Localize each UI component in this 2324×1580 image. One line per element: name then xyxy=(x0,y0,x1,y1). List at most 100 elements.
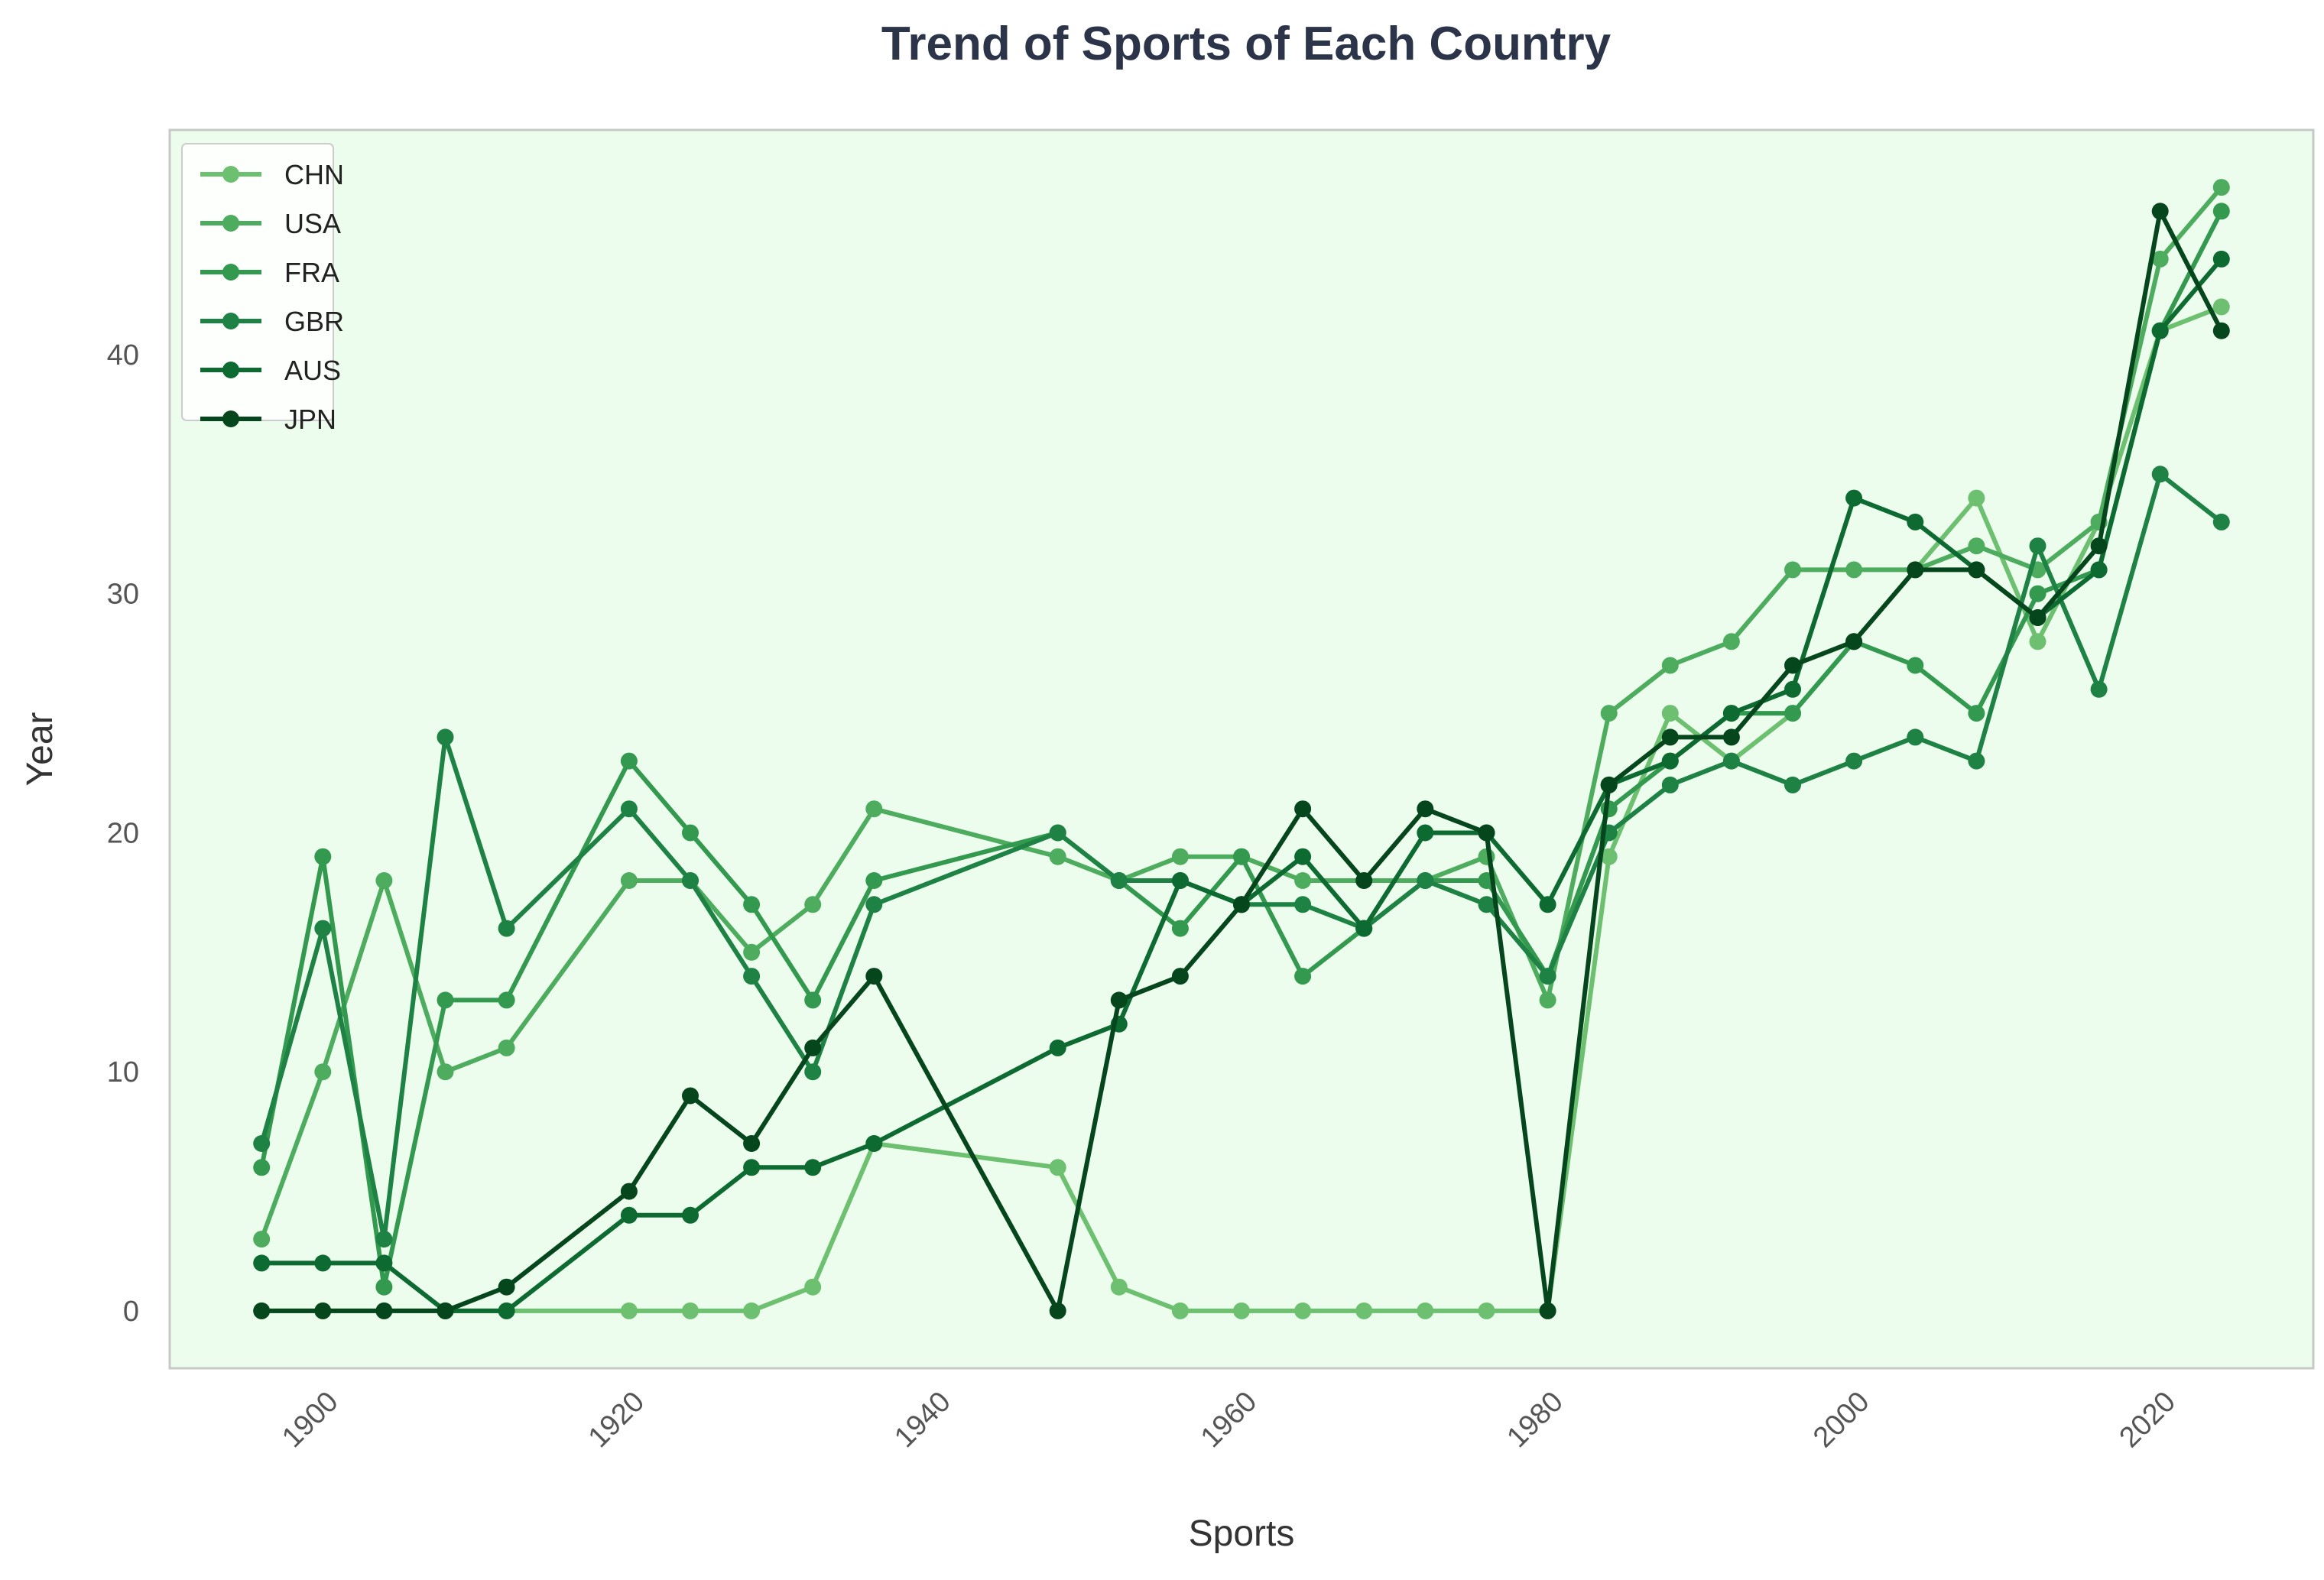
data-point xyxy=(743,1302,761,1319)
legend-label: USA xyxy=(284,208,341,239)
y-tick-label: 0 xyxy=(123,1296,139,1328)
data-point xyxy=(682,824,699,842)
data-point xyxy=(1478,1302,1495,1319)
data-point xyxy=(2151,322,2169,339)
data-point xyxy=(1049,1039,1066,1056)
data-point xyxy=(437,1063,454,1081)
data-point xyxy=(2212,179,2230,196)
data-point xyxy=(682,1206,699,1224)
data-point xyxy=(1784,657,1801,674)
data-point xyxy=(1049,824,1066,842)
data-point xyxy=(1600,705,1618,722)
data-point xyxy=(1233,896,1250,913)
data-point xyxy=(498,1302,515,1319)
data-point xyxy=(314,920,332,937)
data-point xyxy=(2090,561,2108,579)
legend-swatch-marker xyxy=(222,264,239,281)
data-point xyxy=(1968,561,1985,579)
data-point xyxy=(1171,968,1189,985)
data-point xyxy=(620,752,638,770)
data-point xyxy=(620,800,638,818)
data-point xyxy=(375,1278,393,1296)
y-axis-ticks: 0 10 20 30 40 xyxy=(107,339,139,1328)
data-point xyxy=(314,1063,332,1081)
data-point xyxy=(314,1254,332,1272)
series-layer xyxy=(253,179,2230,1319)
data-point xyxy=(1417,800,1434,818)
data-point xyxy=(314,848,332,865)
data-point xyxy=(1294,800,1312,818)
data-point xyxy=(1110,991,1128,1009)
data-point xyxy=(1600,848,1618,865)
data-point xyxy=(1294,848,1312,865)
data-point xyxy=(1110,1278,1128,1296)
data-point xyxy=(314,1302,332,1319)
data-point xyxy=(2212,298,2230,316)
data-point xyxy=(1722,728,1740,746)
data-point xyxy=(1171,848,1189,865)
data-point xyxy=(2151,250,2169,268)
data-point xyxy=(1722,633,1740,650)
legend-swatch-marker xyxy=(222,410,239,427)
data-point xyxy=(620,1183,638,1200)
legend-swatch-marker xyxy=(222,362,239,378)
series-jpn xyxy=(253,203,2230,1319)
data-point xyxy=(1845,752,1863,770)
data-point xyxy=(375,872,393,889)
data-point xyxy=(1661,705,1679,722)
data-point xyxy=(2151,466,2169,483)
series-line-gbr xyxy=(259,472,2224,1242)
series-line-aus xyxy=(259,256,2224,1313)
data-point xyxy=(1661,657,1679,674)
data-point xyxy=(1478,896,1495,913)
data-point xyxy=(682,872,699,889)
data-point xyxy=(1049,1302,1066,1319)
data-point xyxy=(437,728,454,746)
data-point xyxy=(620,872,638,889)
data-point xyxy=(1355,1302,1373,1319)
data-point xyxy=(2212,322,2230,339)
data-point xyxy=(1661,728,1679,746)
legend-item: USA xyxy=(200,208,341,239)
data-point xyxy=(804,1063,822,1081)
y-tick-label: 30 xyxy=(107,579,139,611)
data-point xyxy=(1845,489,1863,507)
data-point xyxy=(1722,752,1740,770)
data-point xyxy=(2212,250,2230,268)
data-point xyxy=(1539,896,1556,913)
series-line-usa xyxy=(259,185,2224,1242)
data-point xyxy=(1784,561,1801,579)
legend-item: AUS xyxy=(200,355,341,386)
data-point xyxy=(1294,872,1312,889)
data-point xyxy=(2029,633,2046,650)
legend-item: FRA xyxy=(200,257,339,288)
data-point xyxy=(1968,705,1985,722)
data-point xyxy=(1968,752,1985,770)
data-point xyxy=(498,1039,515,1056)
data-point xyxy=(253,1159,271,1176)
data-point xyxy=(1049,848,1066,865)
data-point xyxy=(1171,872,1189,889)
data-point xyxy=(2029,537,2046,555)
data-point xyxy=(1907,657,1924,674)
data-point xyxy=(1784,776,1801,793)
x-axis-label: Sports xyxy=(1189,1513,1295,1554)
data-point xyxy=(1294,1302,1312,1319)
data-point xyxy=(1907,513,1924,530)
data-point xyxy=(865,800,883,818)
data-point xyxy=(253,1231,271,1248)
data-point xyxy=(2090,537,2108,555)
data-point xyxy=(1845,633,1863,650)
data-point xyxy=(1233,848,1250,865)
data-point xyxy=(682,1302,699,1319)
data-point xyxy=(375,1231,393,1248)
data-point xyxy=(1417,1302,1434,1319)
data-point xyxy=(1478,824,1495,842)
data-point xyxy=(804,1039,822,1056)
data-point xyxy=(1294,968,1312,985)
data-point xyxy=(865,968,883,985)
legend-swatch-marker xyxy=(222,215,239,232)
data-point xyxy=(1845,561,1863,579)
data-point xyxy=(2212,513,2230,530)
